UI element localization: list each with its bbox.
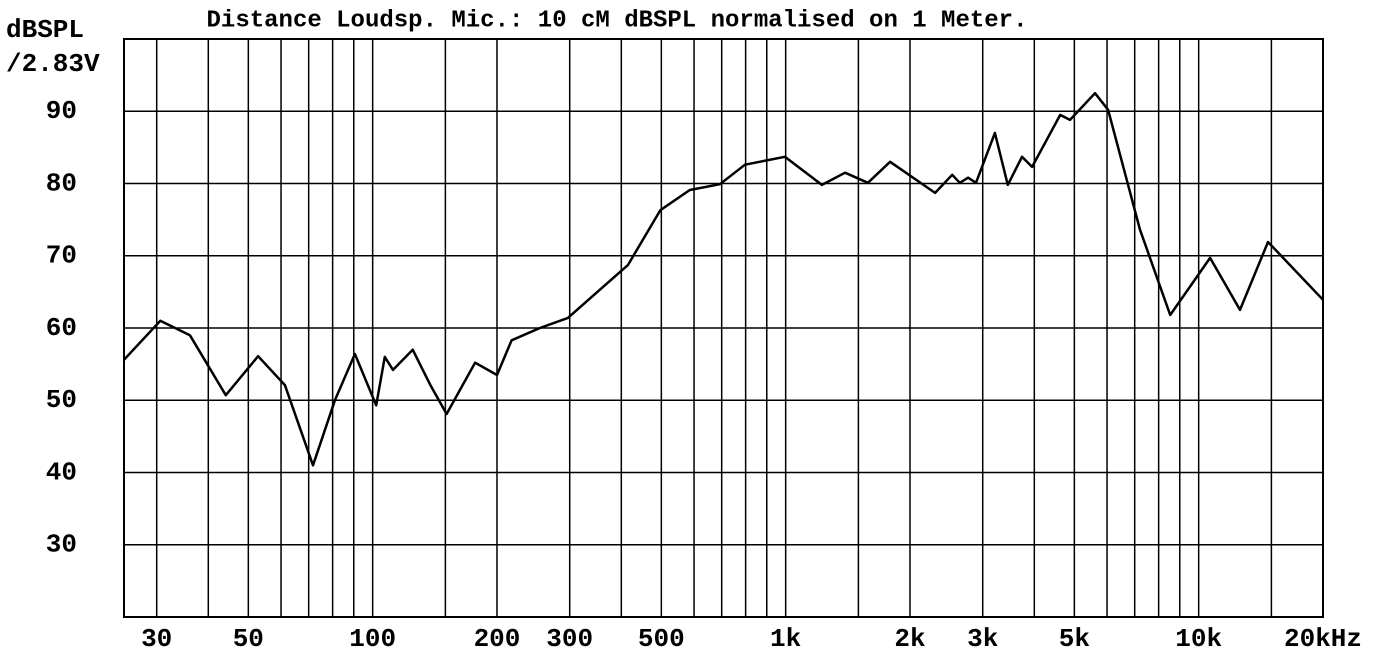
y-tick-label: 90 [46, 96, 77, 126]
x-tick-label: 200 [474, 624, 521, 654]
response-curve [123, 91, 1324, 467]
x-tick-label: 20kHz [1284, 624, 1362, 654]
y-tick-label: 80 [46, 168, 77, 198]
y-tick-label: 70 [46, 241, 77, 271]
y-axis-label: /2.83V [6, 49, 100, 79]
x-tick-label: 2k [894, 624, 925, 654]
y-tick-label: 60 [46, 313, 77, 343]
x-tick-label: 300 [546, 624, 593, 654]
x-tick-label: 500 [638, 624, 685, 654]
x-tick-label: 30 [141, 624, 172, 654]
y-tick-label: 40 [46, 457, 77, 487]
x-tick-label: 50 [233, 624, 264, 654]
chart-title: Distance Loudsp. Mic.: 10 cM dBSPL norma… [207, 7, 1028, 34]
y-axis-label: dBSPL [6, 15, 84, 45]
y-tick-label: 30 [46, 530, 77, 560]
x-tick-label: 5k [1059, 624, 1090, 654]
x-tick-label: 10k [1175, 624, 1222, 654]
x-tick-label: 100 [349, 624, 396, 654]
x-tick-label: 1k [770, 624, 801, 654]
y-tick-label: 50 [46, 385, 77, 415]
x-tick-label: 3k [967, 624, 998, 654]
